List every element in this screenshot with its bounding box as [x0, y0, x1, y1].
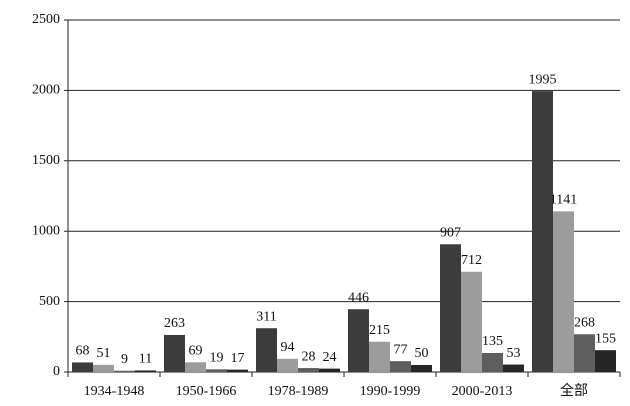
value-label: 11 [139, 352, 152, 367]
bar [164, 334, 185, 372]
bar [135, 370, 156, 372]
value-label: 69 [189, 344, 203, 359]
y-tick-label: 2000 [32, 83, 60, 98]
bar [595, 350, 616, 372]
bar [185, 362, 206, 372]
value-label: 215 [369, 323, 390, 338]
bar [574, 334, 595, 372]
bar [348, 309, 369, 372]
value-label: 24 [323, 350, 337, 365]
bar [390, 361, 411, 372]
bar [482, 352, 503, 372]
x-tick-label: 全部 [560, 382, 588, 399]
value-label: 446 [348, 290, 369, 305]
x-tick-label: 1990-1999 [360, 384, 421, 399]
bar [298, 368, 319, 372]
bar [114, 370, 135, 372]
bar [319, 368, 340, 372]
value-label: 268 [574, 315, 595, 330]
value-label: 712 [461, 253, 482, 268]
bar [93, 364, 114, 372]
value-label: 50 [415, 346, 429, 361]
y-tick-label: 500 [39, 294, 60, 309]
bar [461, 271, 482, 372]
value-label: 68 [76, 344, 90, 359]
value-label: 94 [281, 340, 295, 355]
y-tick-label: 1500 [32, 153, 60, 168]
y-tick-label: 0 [53, 364, 60, 379]
value-label: 53 [507, 346, 521, 361]
value-label: 155 [595, 331, 616, 346]
value-label: 9 [121, 352, 128, 367]
value-label: 17 [231, 351, 245, 366]
x-tick-label: 1934-1948 [84, 384, 145, 399]
bar [277, 358, 298, 372]
x-tick-label: 2000-2013 [452, 384, 513, 399]
y-tick-label: 1000 [32, 223, 60, 238]
value-label: 1141 [550, 193, 577, 208]
value-label: 311 [256, 309, 276, 324]
value-label: 28 [302, 349, 316, 364]
x-tick-label: 1978-1989 [268, 384, 329, 399]
value-label: 1995 [529, 72, 557, 87]
bar [369, 341, 390, 372]
bar [440, 244, 461, 372]
value-label: 77 [394, 342, 408, 357]
bar [411, 364, 432, 372]
value-label: 907 [440, 226, 461, 241]
bar [256, 328, 277, 372]
value-label: 263 [164, 316, 185, 331]
bar [227, 369, 248, 372]
y-tick-label: 2500 [32, 12, 60, 27]
bar [72, 362, 93, 372]
x-tick-label: 1950-1966 [176, 384, 237, 399]
bar [553, 211, 574, 372]
bar [532, 91, 553, 372]
bar [206, 369, 227, 372]
bar [503, 364, 524, 372]
value-label: 135 [482, 334, 503, 349]
value-label: 19 [210, 351, 224, 366]
value-label: 51 [97, 346, 111, 361]
